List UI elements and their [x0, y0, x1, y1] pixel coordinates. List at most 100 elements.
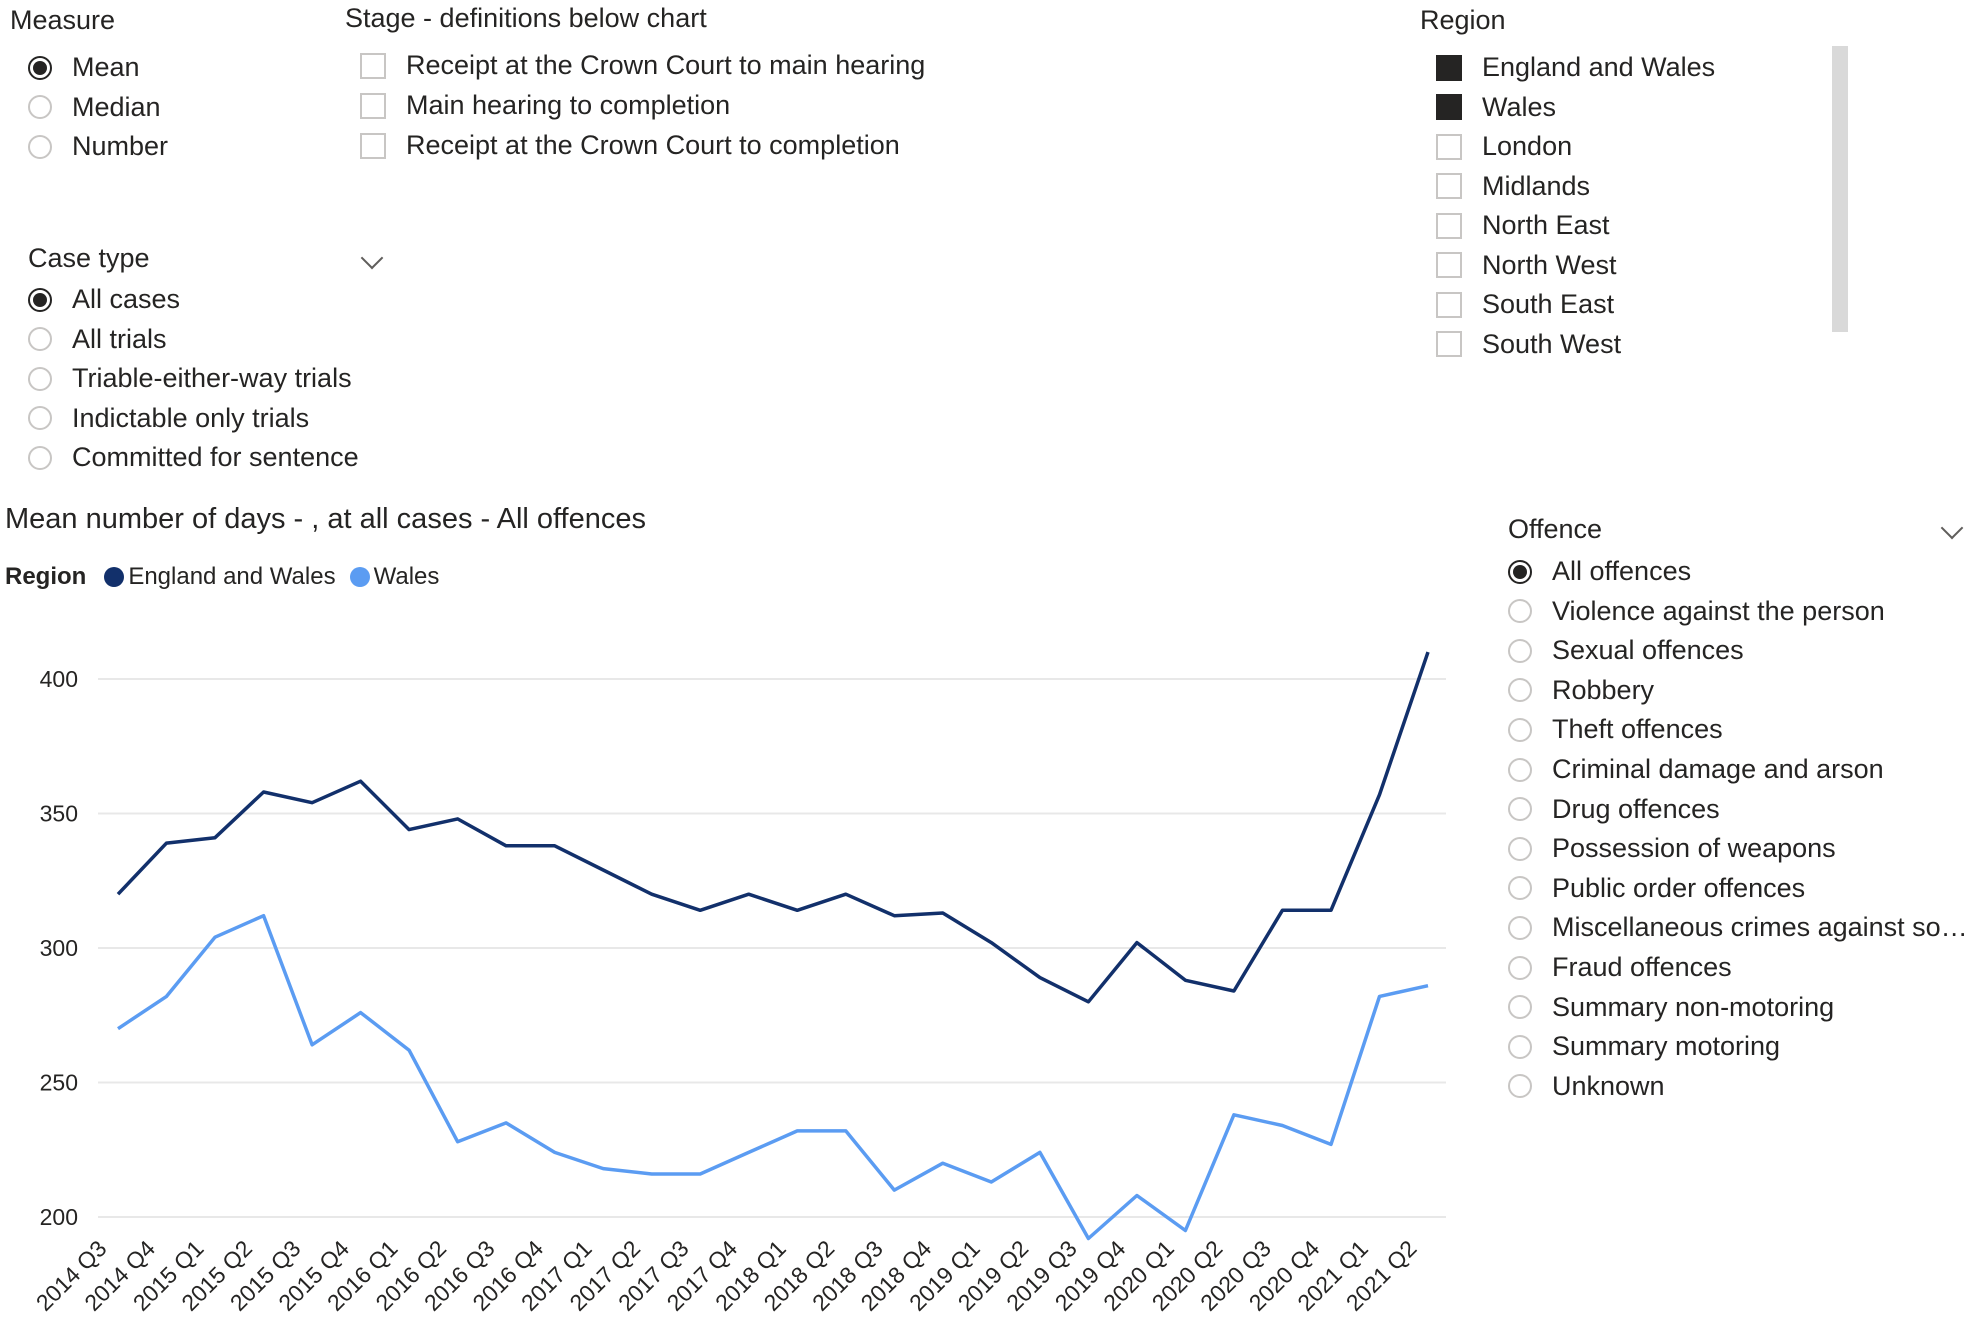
- data-point-wales[interactable]: [1325, 1138, 1337, 1150]
- data-point-england-and-wales[interactable]: [1034, 972, 1046, 984]
- case-type-option-all-trials[interactable]: All trials: [28, 324, 167, 355]
- data-point-wales[interactable]: [500, 1117, 512, 1129]
- data-point-wales[interactable]: [985, 1176, 997, 1188]
- measure-option-median[interactable]: Median: [28, 92, 161, 123]
- radio-button-icon[interactable]: [1508, 1074, 1532, 1099]
- data-point-wales[interactable]: [791, 1125, 803, 1137]
- radio-button-icon[interactable]: [1508, 955, 1532, 980]
- radio-button-icon[interactable]: [28, 406, 52, 430]
- radio-button-icon[interactable]: [1508, 717, 1532, 742]
- data-point-england-and-wales[interactable]: [1325, 904, 1337, 916]
- radio-button-icon[interactable]: [1508, 876, 1532, 901]
- radio-button-icon[interactable]: [1508, 638, 1532, 663]
- data-point-england-and-wales[interactable]: [694, 904, 706, 916]
- data-point-england-and-wales[interactable]: [937, 907, 949, 919]
- offence-option-unknown[interactable]: Unknown: [1508, 1071, 1665, 1102]
- data-point-wales[interactable]: [743, 1146, 755, 1158]
- data-point-wales[interactable]: [694, 1168, 706, 1180]
- data-point-wales[interactable]: [1276, 1120, 1288, 1132]
- offence-option-criminal-damage-and-arson[interactable]: Criminal damage and arson: [1508, 754, 1884, 785]
- data-point-england-and-wales[interactable]: [1131, 937, 1143, 949]
- data-point-england-and-wales[interactable]: [985, 937, 997, 949]
- checkbox-icon[interactable]: [1436, 173, 1462, 199]
- radio-button-icon[interactable]: [1508, 757, 1532, 782]
- data-point-england-and-wales[interactable]: [549, 840, 561, 852]
- region-option-south-east[interactable]: South East: [1436, 289, 1614, 320]
- data-point-wales[interactable]: [888, 1184, 900, 1196]
- case-type-option-committed-for-sentence[interactable]: Committed for sentence: [28, 442, 359, 473]
- measure-option-mean[interactable]: Mean: [28, 52, 140, 83]
- data-point-wales[interactable]: [112, 1023, 124, 1035]
- data-point-england-and-wales[interactable]: [1422, 646, 1434, 658]
- offence-option-sexual-offences[interactable]: Sexual offences: [1508, 635, 1744, 666]
- region-scrollbar[interactable]: [1832, 46, 1848, 332]
- region-option-england-and-wales[interactable]: England and Wales: [1436, 52, 1715, 83]
- radio-button-icon[interactable]: [1508, 797, 1532, 822]
- checkbox-icon[interactable]: [1436, 291, 1462, 318]
- data-point-wales[interactable]: [355, 1007, 367, 1019]
- offence-chevron-down-icon[interactable]: [1940, 516, 1964, 540]
- radio-button-icon[interactable]: [28, 445, 52, 470]
- radio-button-icon[interactable]: [1508, 995, 1532, 1020]
- data-point-england-and-wales[interactable]: [452, 813, 464, 825]
- data-point-wales[interactable]: [597, 1163, 609, 1175]
- data-point-wales[interactable]: [1082, 1233, 1094, 1245]
- offence-option-summary-motoring[interactable]: Summary motoring: [1508, 1031, 1780, 1062]
- series-line-wales[interactable]: [117, 913, 1429, 1241]
- data-point-wales[interactable]: [1422, 980, 1434, 992]
- radio-button-icon[interactable]: [1508, 915, 1532, 940]
- checkbox-icon[interactable]: [1436, 94, 1462, 120]
- radio-button-icon[interactable]: [28, 327, 52, 351]
- stage-option-receipt-at-the-crown-court-to-main-hearing[interactable]: Receipt at the Crown Court to main heari…: [360, 50, 925, 81]
- checkbox-icon[interactable]: [1436, 252, 1462, 278]
- data-point-wales[interactable]: [549, 1146, 561, 1158]
- data-point-england-and-wales[interactable]: [646, 888, 658, 900]
- series-line-england-and-wales[interactable]: [116, 651, 1430, 1004]
- data-point-wales[interactable]: [258, 910, 270, 922]
- data-point-england-and-wales[interactable]: [403, 824, 415, 836]
- data-point-england-and-wales[interactable]: [161, 837, 173, 849]
- data-point-wales[interactable]: [937, 1157, 949, 1169]
- data-point-england-and-wales[interactable]: [1276, 904, 1288, 916]
- region-option-midlands[interactable]: Midlands: [1436, 171, 1590, 202]
- radio-button-icon[interactable]: [28, 95, 52, 119]
- case-type-option-indictable-only-trials[interactable]: Indictable only trials: [28, 403, 309, 434]
- data-point-england-and-wales[interactable]: [840, 888, 852, 900]
- data-point-england-and-wales[interactable]: [258, 786, 270, 798]
- radio-button-icon[interactable]: [28, 287, 52, 312]
- legend-label-wales[interactable]: Wales: [373, 563, 440, 590]
- data-point-wales[interactable]: [1373, 990, 1385, 1002]
- data-point-england-and-wales[interactable]: [1179, 974, 1191, 986]
- stage-option-main-hearing-to-completion[interactable]: Main hearing to completion: [360, 90, 730, 121]
- checkbox-icon[interactable]: [360, 52, 386, 79]
- region-option-north-east[interactable]: North East: [1436, 210, 1610, 241]
- checkbox-icon[interactable]: [1436, 54, 1462, 81]
- radio-button-icon[interactable]: [1508, 836, 1532, 861]
- data-point-england-and-wales[interactable]: [306, 797, 318, 809]
- legend-label-england-and-wales[interactable]: England and Wales: [128, 563, 336, 590]
- radio-button-icon[interactable]: [1508, 678, 1532, 703]
- data-point-england-and-wales[interactable]: [1082, 996, 1094, 1008]
- case-type-option-all-cases[interactable]: All cases: [28, 284, 180, 315]
- data-point-wales[interactable]: [646, 1168, 658, 1180]
- radio-button-icon[interactable]: [28, 366, 52, 391]
- data-point-england-and-wales[interactable]: [209, 832, 221, 844]
- case-type-chevron-down-icon[interactable]: [360, 246, 384, 270]
- data-point-england-and-wales[interactable]: [1373, 789, 1385, 801]
- checkbox-icon[interactable]: [1436, 212, 1462, 239]
- offence-option-drug-offences[interactable]: Drug offences: [1508, 794, 1720, 825]
- offence-option-public-order-offences[interactable]: Public order offences: [1508, 873, 1805, 904]
- checkbox-icon[interactable]: [360, 92, 386, 119]
- region-option-north-west[interactable]: North West: [1436, 250, 1617, 281]
- offence-option-possession-of-weapons[interactable]: Possession of weapons: [1508, 833, 1836, 864]
- checkbox-icon[interactable]: [1436, 133, 1462, 160]
- offence-option-summary-non-motoring[interactable]: Summary non-motoring: [1508, 992, 1834, 1023]
- data-point-wales[interactable]: [1131, 1189, 1143, 1201]
- radio-button-icon[interactable]: [1508, 599, 1532, 624]
- checkbox-icon[interactable]: [1436, 331, 1462, 357]
- offence-option-all-offences[interactable]: All offences: [1508, 556, 1691, 587]
- data-point-england-and-wales[interactable]: [597, 864, 609, 876]
- offence-option-fraud-offences[interactable]: Fraud offences: [1508, 952, 1732, 983]
- data-point-wales[interactable]: [1179, 1224, 1191, 1236]
- offence-option-theft-offences[interactable]: Theft offences: [1508, 714, 1723, 745]
